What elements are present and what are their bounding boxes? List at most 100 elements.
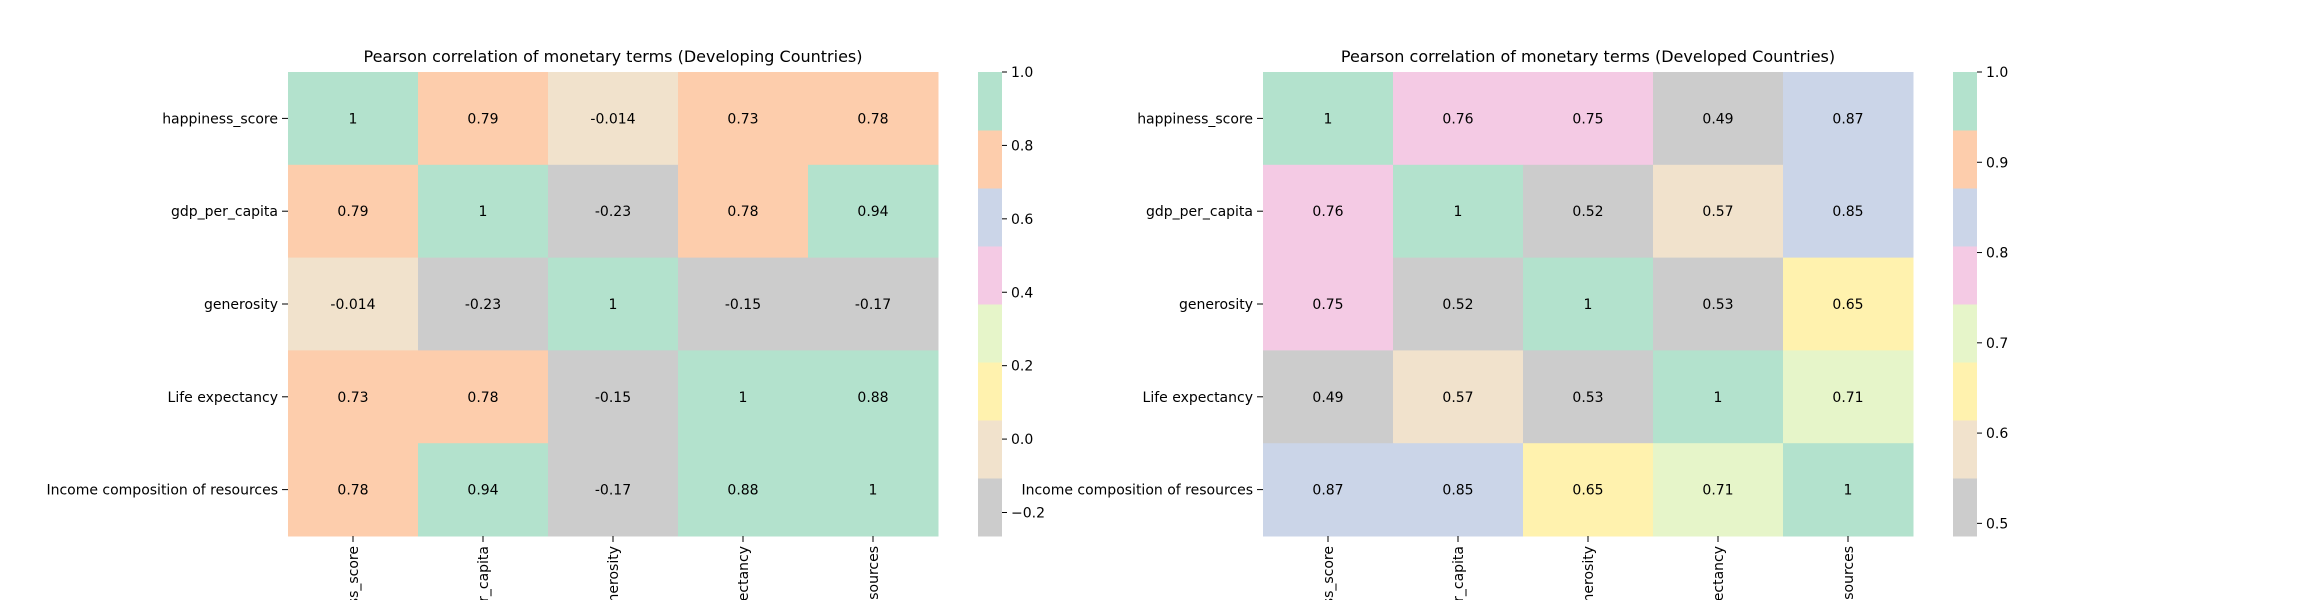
heatmap-cell — [1393, 350, 1524, 444]
heatmap-cell — [678, 350, 809, 444]
cell-label: 0.78 — [467, 390, 498, 406]
colorbar-tick-label: 1.0 — [1986, 65, 2008, 81]
colorbar-tick-label: 0.6 — [1011, 212, 1033, 228]
cell-label: 0.79 — [467, 111, 498, 127]
cell-label: -0.23 — [465, 297, 501, 313]
y-tick-label: gdp_per_capita — [171, 204, 278, 220]
heatmap-cell — [1653, 443, 1784, 537]
heatmap-cell — [548, 350, 679, 444]
cell-label: -0.014 — [590, 111, 635, 127]
colorbar-segment — [1953, 362, 1977, 421]
x-tick-label: enerosity — [606, 546, 622, 600]
cell-label: 0.75 — [1572, 111, 1603, 127]
heatmap-cell — [1653, 164, 1784, 259]
x-tick-label: er_capita — [476, 546, 492, 600]
heatmap-developed: Pearson correlation of monetary terms (D… — [1021, 47, 2008, 600]
heatmap-cell — [678, 443, 809, 537]
cell-label: 0.49 — [1312, 390, 1343, 406]
y-tick-label: Income composition of resources — [46, 483, 278, 499]
cell-label: 0.76 — [1312, 204, 1343, 220]
x-tick-label: ectancy — [736, 546, 752, 600]
heatmap-cell — [808, 164, 939, 259]
colorbar: −0.2 0.0 0.2 0.4 0.6 0.8 1.0 — [978, 65, 1045, 537]
chart-title: Pearson correlation of monetary terms (D… — [1341, 47, 1835, 66]
heatmap-cell — [1393, 257, 1524, 351]
heatmap-cell — [1783, 72, 1914, 166]
cell-label: 0.78 — [337, 483, 368, 499]
heatmap-cell — [1783, 164, 1914, 259]
colorbar-tick-label: 0.2 — [1011, 359, 1033, 375]
cell-label: 0.57 — [1442, 390, 1473, 406]
cell-label: 0.76 — [1442, 111, 1473, 127]
heatmap-cell — [1523, 72, 1654, 166]
heatmap-cell — [418, 257, 549, 351]
heatmap-cell — [808, 257, 939, 351]
cell-label: -0.014 — [330, 297, 375, 313]
heatmap-cell — [808, 443, 939, 537]
heatmap-cell — [678, 257, 809, 351]
cell-label: 1 — [739, 390, 748, 406]
colorbar-segment — [978, 420, 1002, 479]
colorbar-segment — [1953, 420, 1977, 479]
cell-label: 0.57 — [1702, 204, 1733, 220]
heatmap-cell — [1523, 443, 1654, 537]
colorbar-tick-label: 0.8 — [1011, 138, 1033, 154]
y-tick-label: Life expectancy — [1143, 390, 1253, 406]
colorbar-tick-label: 0.4 — [1011, 285, 1033, 301]
cell-label: 1 — [609, 297, 618, 313]
cell-label: 0.73 — [727, 111, 758, 127]
heatmap-cell — [1653, 350, 1784, 444]
heatmap-cell — [1263, 257, 1394, 351]
heatmap-cell — [1783, 257, 1914, 351]
cell-label: 0.78 — [727, 204, 758, 220]
y-tick-label: gdp_per_capita — [1146, 204, 1253, 220]
cell-label: 0.78 — [857, 111, 888, 127]
y-tick-label: generosity — [1179, 297, 1253, 313]
cell-label: 0.85 — [1442, 483, 1473, 499]
x-tick-label: ectancy — [1711, 546, 1727, 600]
cell-label: 0.71 — [1702, 483, 1733, 499]
cell-label: 0.88 — [727, 483, 758, 499]
colorbar-segment — [978, 362, 1002, 421]
cell-label: -0.15 — [595, 390, 631, 406]
cell-label: 0.94 — [857, 204, 888, 220]
colorbar-tick-label: 0.0 — [1011, 432, 1033, 448]
colorbar-segment — [1953, 188, 1977, 247]
cell-label: 0.49 — [1702, 111, 1733, 127]
colorbar-segment — [1953, 72, 1977, 131]
y-tick-label: Life expectancy — [168, 390, 278, 406]
heatmap-cell — [418, 443, 549, 537]
x-tick-label: esources — [1841, 546, 1857, 600]
colorbar-segment — [978, 130, 1002, 189]
heatmap-cell — [808, 72, 939, 166]
heatmap-cell — [1393, 72, 1524, 166]
cell-label: 0.87 — [1832, 111, 1863, 127]
colorbar-segment — [1953, 478, 1977, 537]
colorbar-segment — [1953, 304, 1977, 363]
colorbar-tick-label: 0.6 — [1986, 426, 2008, 442]
colorbar-tick-label: 0.5 — [1986, 516, 2008, 532]
cell-label: 0.65 — [1572, 483, 1603, 499]
heatmap-cell — [288, 350, 419, 444]
cell-label: 1 — [869, 483, 878, 499]
cell-label: 0.53 — [1702, 297, 1733, 313]
heatmap-cell — [288, 257, 419, 351]
x-tick-label: er_capita — [1451, 546, 1467, 600]
heatmap-cell — [1263, 350, 1394, 444]
heatmap-cell — [1523, 350, 1654, 444]
cell-label: 1 — [1714, 390, 1723, 406]
colorbar-tick-label: −0.2 — [1011, 506, 1045, 522]
heatmap-cell — [418, 350, 549, 444]
chart-title: Pearson correlation of monetary terms (D… — [364, 47, 863, 66]
cell-label: 0.88 — [857, 390, 888, 406]
cell-label: -0.17 — [855, 297, 891, 313]
colorbar-segment — [978, 246, 1002, 305]
y-tick-label: Income composition of resources — [1021, 483, 1253, 499]
colorbar-segment — [978, 188, 1002, 247]
cell-label: 1 — [479, 204, 488, 220]
heatmap-developing: Pearson correlation of monetary terms (D… — [46, 47, 1045, 600]
y-tick-label: generosity — [204, 297, 278, 313]
cell-label: 0.87 — [1312, 483, 1343, 499]
heatmap-cell — [678, 164, 809, 259]
